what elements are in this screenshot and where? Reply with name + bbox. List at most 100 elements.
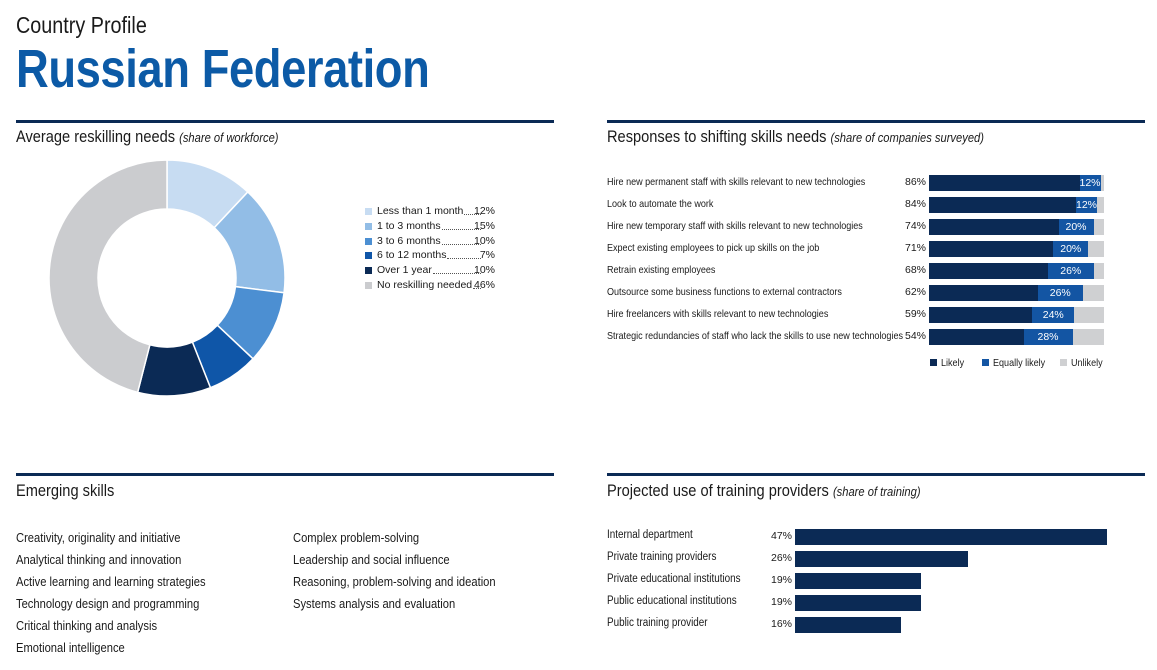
legend-label: 6 to 12 months [377, 249, 447, 262]
equally-value: 20% [1065, 221, 1087, 233]
response-label-text: Hire new permanent staff with skills rel… [607, 176, 866, 188]
provider-bar [795, 595, 922, 611]
provider-label: Public training provider [607, 617, 724, 629]
skill-text: Reasoning, problem-solving and ideation [293, 574, 496, 589]
legend-leader [447, 258, 481, 260]
equally-value: 26% [1049, 287, 1071, 299]
skill-item: Complex problem-solving [293, 530, 440, 545]
profile-label: Country Profile [16, 12, 147, 38]
provider-label: Private training providers [607, 551, 734, 563]
legend-swatch [1060, 359, 1067, 366]
response-label-text: Outsource some business functions to ext… [607, 286, 842, 298]
response-label: Expect existing employees to pick up ski… [607, 242, 854, 254]
legend-label: 1 to 3 months [377, 219, 441, 232]
bar-likely [929, 175, 1080, 191]
legend-leader [441, 228, 481, 230]
provider-value: 19% [771, 596, 793, 608]
skill-item: Critical thinking and analysis [16, 618, 180, 633]
responses-legend-item: Likely [930, 357, 968, 369]
provider-value: 26% [771, 552, 793, 564]
legend-value: 12% [473, 205, 495, 217]
bar-unlikely [1093, 263, 1104, 279]
legend-leader [464, 214, 481, 215]
responses-legend-item: Equally likely [982, 357, 1054, 369]
response-label-text: Hire new temporary staff with skills rel… [607, 220, 863, 232]
responses-legend-item: Unlikely [1060, 357, 1108, 369]
skill-text: Technology design and programming [16, 596, 200, 611]
legend-leader [441, 243, 481, 245]
training-title: Projected use of training providers (sha… [607, 481, 921, 500]
rule-reskilling [16, 120, 554, 123]
bar-equally [1076, 197, 1097, 213]
legend-value: 7% [479, 249, 495, 262]
bar-equally [1037, 285, 1083, 301]
bar-equally [1053, 241, 1089, 257]
bar-likely [929, 307, 1033, 323]
bar-unlikely [1093, 219, 1104, 235]
response-label-text: Strategic redundancies of staff who lack… [607, 330, 903, 342]
equally-value: 28% [1037, 331, 1059, 343]
reskilling-subtitle: (share of workforce) [179, 130, 279, 145]
skill-text: Active learning and learning strategies [16, 574, 206, 589]
provider-label: Internal department [607, 529, 707, 541]
bar-unlikely [1074, 307, 1104, 323]
provider-bar [795, 529, 1107, 545]
provider-label-text: Public educational institutions [607, 595, 737, 607]
likely-value: 84% [905, 198, 927, 210]
reskilling-title: Average reskilling needs (share of workf… [16, 127, 279, 146]
legend-swatch [930, 359, 937, 366]
provider-label: Private educational institutions [607, 573, 762, 585]
responses-subtitle: (share of companies surveyed) [830, 130, 984, 145]
bar-likely [929, 219, 1059, 235]
legend-value: 10% [473, 264, 495, 277]
response-label: Hire freelancers with skills relevant to… [607, 308, 864, 320]
equally-value: 20% [1060, 243, 1082, 255]
skill-item: Leadership and social influence [293, 552, 475, 567]
legend-label: Unlikely [1071, 357, 1103, 369]
provider-label: Public educational institutions [607, 595, 758, 607]
skill-text: Creativity, originality and initiative [16, 530, 181, 545]
equally-value: 26% [1060, 265, 1082, 277]
bar-unlikely [1072, 329, 1104, 345]
response-label-text: Look to automate the work [607, 198, 714, 210]
provider-bar [795, 551, 968, 567]
skill-item: Emotional intelligence [16, 640, 142, 655]
legend-swatch [365, 222, 372, 230]
provider-bar [795, 573, 922, 589]
likely-value: 86% [905, 176, 927, 188]
legend-swatch [365, 237, 372, 245]
rule-emerging [16, 473, 554, 476]
response-label-text: Retrain existing employees [607, 264, 716, 276]
bar-equally [1023, 329, 1073, 345]
skill-text: Systems analysis and evaluation [293, 596, 456, 611]
skill-item: Creativity, originality and initiative [16, 530, 207, 545]
equally-value: 24% [1042, 309, 1064, 321]
provider-value: 47% [771, 530, 793, 542]
response-label-text: Expect existing employees to pick up ski… [607, 242, 820, 254]
bar-equally [1058, 219, 1094, 235]
likely-value: 62% [905, 286, 927, 298]
provider-label-text: Private training providers [607, 551, 717, 563]
rule-training [607, 473, 1145, 476]
bar-unlikely [1083, 285, 1104, 301]
skill-item: Active learning and learning strategies [16, 574, 236, 589]
likely-value: 54% [905, 330, 927, 342]
response-label-text: Hire freelancers with skills relevant to… [607, 308, 829, 320]
emerging-title: Emerging skills [16, 481, 115, 500]
bar-equally [1032, 307, 1075, 323]
legend-label: Equally likely [993, 357, 1046, 369]
skill-item: Reasoning, problem-solving and ideation [293, 574, 529, 589]
country-name: Russian Federation [16, 39, 430, 99]
likely-value: 74% [905, 220, 927, 232]
bar-unlikely [1097, 197, 1104, 213]
provider-bar [795, 617, 902, 633]
likely-value: 59% [905, 308, 927, 320]
bar-equally [1048, 263, 1094, 279]
legend-swatch [365, 208, 372, 215]
legend-label: 3 to 6 months [377, 234, 441, 247]
legend-value: 10% [473, 234, 495, 247]
legend-swatch [365, 267, 372, 275]
legend-swatch [365, 282, 372, 289]
provider-label-text: Public training provider [607, 617, 708, 629]
legend-label: Over 1 year [377, 264, 432, 277]
